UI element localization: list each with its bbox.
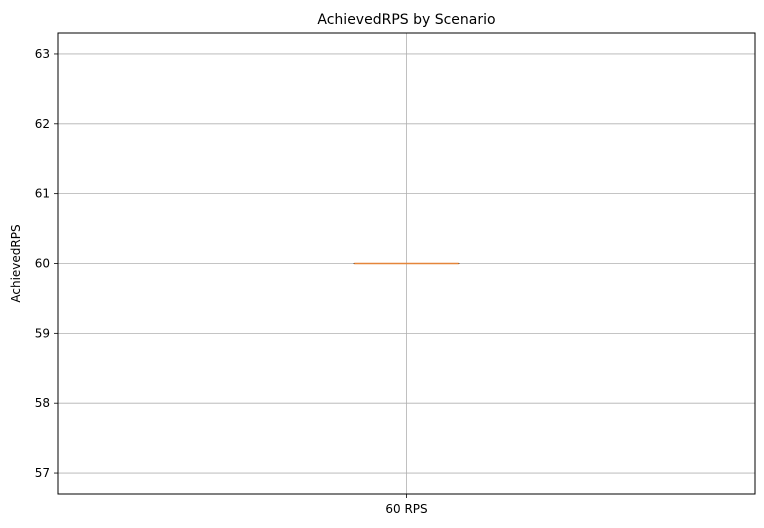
- grid-lines: [58, 33, 755, 494]
- chart-title: AchievedRPS by Scenario: [317, 12, 495, 28]
- axis-ticks: 57 58 59 60 61 62 63 60 RPS: [35, 47, 428, 516]
- y-tick-label: 59: [35, 326, 50, 340]
- y-tick-label: 60: [35, 257, 50, 271]
- x-tick-label: 60 RPS: [385, 502, 427, 516]
- y-tick-label: 63: [35, 47, 50, 61]
- y-tick-label: 62: [35, 117, 50, 131]
- y-tick-label: 58: [35, 396, 50, 410]
- y-tick-label: 57: [35, 466, 50, 480]
- y-tick-label: 61: [35, 187, 50, 201]
- y-axis-label: AchievedRPS: [9, 224, 23, 302]
